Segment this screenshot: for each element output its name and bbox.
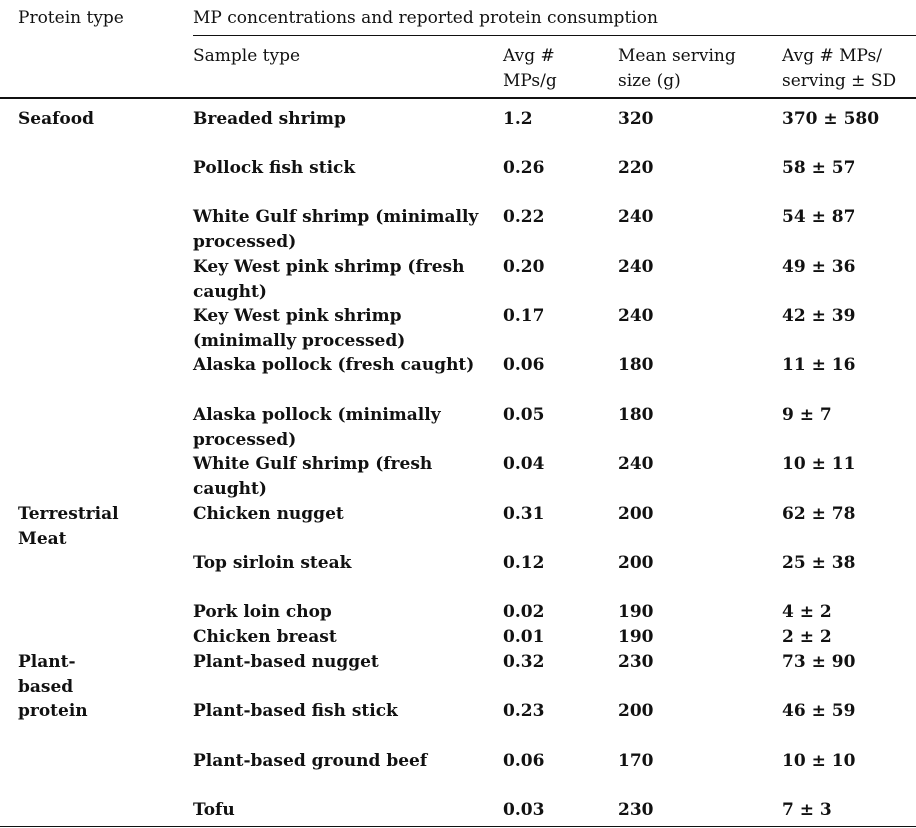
- mean-serving-cell: 190: [618, 602, 654, 622]
- mean-serving-cell: 230: [618, 800, 654, 820]
- sample-type-cell: Chicken breast: [193, 627, 337, 647]
- sample-type-cell: Alaska pollock (minimally processed): [193, 405, 441, 450]
- sample-type-cell: Plant-based ground beef: [193, 751, 428, 771]
- avg-mps-g-cell: 0.22: [503, 207, 545, 227]
- sample-type-cell: Plant-based nugget: [193, 652, 379, 672]
- avg-mps-g-cell: 0.01: [503, 627, 545, 647]
- avg-mps-g-cell: 0.05: [503, 405, 545, 425]
- mean-serving-cell: 240: [618, 257, 654, 277]
- mean-serving-cell: 170: [618, 751, 654, 771]
- avg-mps-g-cell: 0.02: [503, 602, 545, 622]
- header-line: MPs/g: [503, 71, 557, 91]
- mean-serving-cell: 240: [618, 306, 654, 326]
- mean-serving-cell: 320: [618, 109, 654, 129]
- sample-type-cell: Key West pink shrimp (minimally processe…: [193, 306, 406, 351]
- mean-serving-cell: 200: [618, 553, 654, 573]
- avg-mps-serving-cell: 58 ± 57: [782, 158, 856, 178]
- sample-type-cell: Top sirloin steak: [193, 553, 352, 573]
- avg-mps-serving-cell: 10 ± 11: [782, 454, 856, 474]
- mean-serving-cell: 200: [618, 701, 654, 721]
- sample-type-cell: White Gulf shrimp (fresh caught): [193, 454, 433, 499]
- avg-mps-g-cell: 0.31: [503, 504, 545, 524]
- header-line: serving ± SD: [782, 71, 897, 91]
- mean-serving-cell: 200: [618, 504, 654, 524]
- avg-mps-serving-cell: 9 ± 7: [782, 405, 832, 425]
- avg-mps-g-cell: 0.20: [503, 257, 545, 277]
- header-line: Avg # MPs/: [782, 46, 882, 66]
- header-rule: [0, 97, 916, 99]
- mean-serving-cell: 180: [618, 405, 654, 425]
- avg-mps-serving-cell: 46 ± 59: [782, 701, 856, 721]
- protein-type-cell: Seafood: [18, 109, 94, 129]
- avg-mps-serving-cell: 4 ± 2: [782, 602, 832, 622]
- avg-mps-serving-cell: 62 ± 78: [782, 504, 856, 524]
- avg-mps-g-cell: 0.26: [503, 158, 545, 178]
- mean-serving-cell: 230: [618, 652, 654, 672]
- header-mean-serving: Mean serving size (g): [618, 44, 736, 94]
- avg-mps-g-cell: 0.06: [503, 751, 545, 771]
- avg-mps-serving-cell: 7 ± 3: [782, 800, 832, 820]
- avg-mps-g-cell: 1.2: [503, 109, 533, 129]
- avg-mps-serving-cell: 370 ± 580: [782, 109, 880, 129]
- header-group-title: MP concentrations and reported protein c…: [193, 8, 658, 28]
- mean-serving-cell: 190: [618, 627, 654, 647]
- avg-mps-serving-cell: 42 ± 39: [782, 306, 856, 326]
- header-avg-mps-g: Avg # MPs/g: [503, 44, 557, 94]
- mean-serving-cell: 240: [618, 207, 654, 227]
- avg-mps-serving-cell: 25 ± 38: [782, 553, 856, 573]
- group-underline: [193, 35, 916, 36]
- avg-mps-serving-cell: 10 ± 10: [782, 751, 856, 771]
- avg-mps-g-cell: 0.06: [503, 355, 545, 375]
- bottom-rule: [0, 826, 916, 827]
- avg-mps-serving-cell: 54 ± 87: [782, 207, 856, 227]
- header-protein-type: Protein type: [18, 8, 124, 28]
- protein-type-cell: Terrestrial Meat: [18, 504, 119, 549]
- avg-mps-g-cell: 0.03: [503, 800, 545, 820]
- sample-type-cell: Pork loin chop: [193, 602, 332, 622]
- avg-mps-serving-cell: 2 ± 2: [782, 627, 832, 647]
- mean-serving-cell: 180: [618, 355, 654, 375]
- sample-type-cell: Pollock fish stick: [193, 158, 356, 178]
- sample-type-cell: Chicken nugget: [193, 504, 344, 524]
- sample-type-cell: Tofu: [193, 800, 235, 820]
- header-line: size (g): [618, 71, 681, 91]
- avg-mps-g-cell: 0.17: [503, 306, 545, 326]
- mean-serving-cell: 240: [618, 454, 654, 474]
- header-sample-type: Sample type: [193, 46, 301, 66]
- avg-mps-g-cell: 0.12: [503, 553, 545, 573]
- avg-mps-serving-cell: 11 ± 16: [782, 355, 856, 375]
- avg-mps-serving-cell: 73 ± 90: [782, 652, 856, 672]
- header-avg-mps-serving: Avg # MPs/serving ± SD: [782, 44, 896, 94]
- mean-serving-cell: 220: [618, 158, 654, 178]
- sample-type-cell: Plant-based fish stick: [193, 701, 398, 721]
- avg-mps-g-cell: 0.23: [503, 701, 545, 721]
- avg-mps-g-cell: 0.04: [503, 454, 545, 474]
- sample-type-cell: White Gulf shrimp (minimally processed): [193, 207, 479, 252]
- sample-type-cell: Key West pink shrimp (fresh caught): [193, 257, 465, 302]
- sample-type-cell: Alaska pollock (fresh caught): [193, 355, 475, 375]
- header-line: Avg #: [503, 46, 555, 66]
- protein-type-cell: Plant-based protein: [18, 652, 88, 722]
- header-line: Mean serving: [618, 46, 736, 66]
- avg-mps-serving-cell: 49 ± 36: [782, 257, 856, 277]
- sample-type-cell: Breaded shrimp: [193, 109, 346, 129]
- avg-mps-g-cell: 0.32: [503, 652, 545, 672]
